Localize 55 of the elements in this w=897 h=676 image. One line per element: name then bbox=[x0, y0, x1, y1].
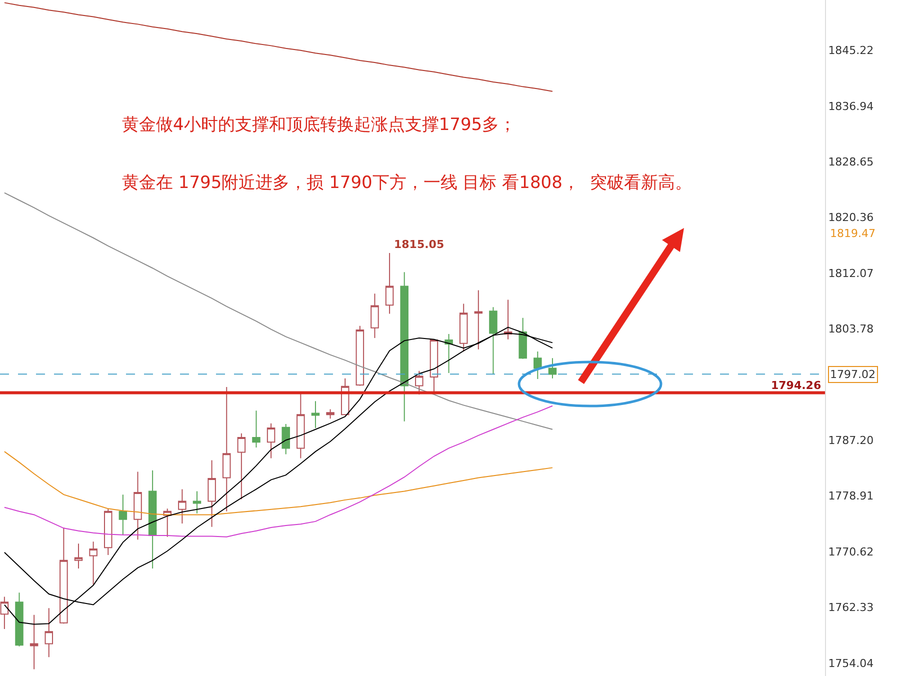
candlestick bbox=[178, 488, 186, 524]
line-series bbox=[4, 2, 553, 92]
ref-line-label: 1794.26 bbox=[771, 379, 822, 392]
candlestick bbox=[30, 614, 38, 670]
annotation: 1815.05 bbox=[394, 238, 444, 251]
y-tick-label: 1770.62 bbox=[828, 545, 874, 558]
y-tick-label: 1778.91 bbox=[828, 490, 874, 503]
candlestick bbox=[60, 527, 68, 624]
candlestick bbox=[296, 392, 305, 459]
candlestick bbox=[252, 410, 260, 448]
annotation: 黄金在 1795附近进多，损 1790下方，一线 目标 看1808， 突破看新高。 bbox=[122, 173, 692, 193]
candlestick bbox=[444, 333, 453, 374]
y-tick-label: 1803.78 bbox=[828, 322, 874, 336]
candlestick bbox=[474, 290, 483, 350]
candlestick bbox=[192, 490, 202, 514]
ref-line-label: 1797.02 bbox=[830, 368, 876, 381]
y-tick-label: 1762.33 bbox=[828, 601, 874, 614]
candlestick bbox=[518, 317, 527, 360]
annotation: 黄金做4小时的支撑和顶底转换起涨点支撑1795多； bbox=[122, 115, 516, 135]
candlestick bbox=[74, 543, 83, 569]
candlestick bbox=[104, 508, 112, 556]
candlestick bbox=[222, 386, 231, 512]
candlestick bbox=[534, 350, 542, 380]
line-series bbox=[4, 451, 553, 516]
candlestick bbox=[326, 408, 334, 420]
candlestick bbox=[415, 370, 424, 395]
candlestick bbox=[134, 471, 142, 540]
candlestick bbox=[504, 299, 512, 340]
candlestick bbox=[89, 541, 98, 586]
candlestick bbox=[400, 272, 408, 422]
candlestick bbox=[459, 303, 468, 352]
y-tick-label: 1828.65 bbox=[828, 155, 874, 168]
candlestick bbox=[237, 432, 246, 500]
candlestick bbox=[15, 592, 24, 647]
candlestick bbox=[148, 470, 157, 569]
candlestick bbox=[282, 424, 290, 455]
line-series bbox=[4, 192, 553, 430]
y-tick-label: 1754.04 bbox=[828, 656, 874, 670]
y-tick-label: 1836.94 bbox=[828, 100, 874, 113]
line-series bbox=[4, 405, 553, 538]
y-tick-label: 1787.20 bbox=[828, 434, 874, 447]
candlestick bbox=[489, 306, 498, 375]
candlestick bbox=[356, 325, 364, 386]
y-tick-label: 1812.07 bbox=[828, 266, 874, 280]
candlestick bbox=[370, 293, 379, 338]
candlestick bbox=[311, 400, 320, 429]
candlestick bbox=[266, 422, 276, 459]
candlestick bbox=[208, 460, 216, 528]
candlestick bbox=[118, 494, 128, 536]
candlestick bbox=[385, 252, 394, 314]
candlestick bbox=[44, 608, 54, 658]
candlestick bbox=[548, 358, 557, 379]
y-tick-label: 1820.36 bbox=[828, 211, 874, 224]
y-tick-label: 1845.22 bbox=[828, 44, 874, 58]
text: 1819.47 bbox=[830, 227, 876, 240]
